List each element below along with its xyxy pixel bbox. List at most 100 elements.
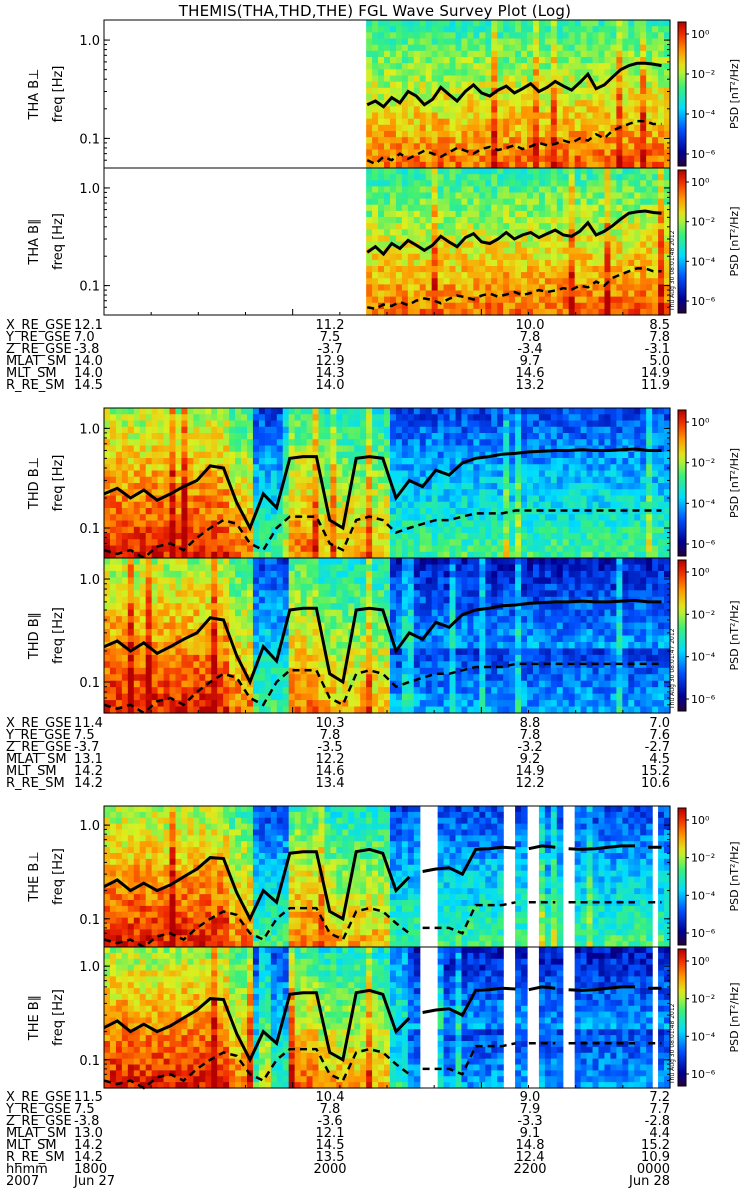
ephemeris-row: Z_RE_GSE -3.7 -3.5 -3.2 -2.7 [0,740,750,755]
ephemeris-value: 13.1 [74,752,103,767]
colorbar [677,559,687,712]
ephemeris-label: R_RE_SM [6,378,65,393]
ephemeris-value: -3.1 [644,342,670,357]
ephemeris-value: 13.4 [315,776,345,791]
solid-line-1 [366,209,662,257]
ephemeris-value: 7.8 [649,330,670,345]
ephemeris-label: Z_RE_GSE [6,1114,72,1129]
ephemeris-row: X_RE_GSE 12.1 11.2 10.0 8.5 [0,318,750,333]
y-tick-label: 0.1 [79,522,100,537]
ephemeris-value: 0000 [636,1162,670,1177]
ephemeris-value: 11.2 [315,318,345,333]
y-axis-probe-label: THE B∥ [27,995,42,1041]
colorbar-tick-label: 10⁻⁶ [691,295,716,308]
ephemeris-value: 14.9 [515,764,545,779]
colorbar-tick-label: 10⁻⁴ [691,651,716,664]
solid-line-5 [103,985,662,1064]
ephemeris-label: MLT_SM [6,764,57,779]
colorbar [677,948,687,1087]
y-axis-freq-label: freq [Hz] [51,213,66,270]
ephemeris-value: 5.0 [649,354,670,369]
ephemeris-row: MLAT_SM 13.0 12.1 9.1 4.4 [0,1126,750,1141]
colorbar-tick-label: 10⁰ [691,28,710,41]
ephemeris-value: 2000 [313,1162,347,1177]
ephemeris-row: R_RE_SM 14.5 14.0 13.2 11.9 [0,378,750,393]
ephemeris-label: MLT_SM [6,366,57,381]
ephemeris-label: Y_RE_GSE [6,330,71,345]
colorbar-tick-label: 10⁰ [691,566,710,579]
y-tick-label: 1.0 [79,819,100,834]
y-axis-freq-label: freq [Hz] [51,848,66,905]
ephemeris-row: MLT_SM 14.2 14.5 14.8 15.2 [0,1138,750,1153]
ephemeris-label: MLAT_SM [6,752,67,767]
ephemeris-label: X_RE_GSE [6,1090,72,1105]
y-axis-probe-label: THD B∥ [27,612,42,660]
ephemeris-value: -3.7 [317,342,343,357]
ephemeris-value: -2.8 [644,1114,670,1129]
chart-title: THEMIS(THA,THD,THE) FGL Wave Survey Plot… [178,2,572,20]
colorbar-tick-label: 10⁻⁶ [691,927,716,940]
colorbar-label: PSD [nT²/Hz] [728,206,741,276]
colorbar-tick-label: 10⁻² [691,457,715,470]
ephemeris-value: 7.6 [649,728,670,743]
y-axis-freq-label: freq [Hz] [51,989,66,1046]
ephemeris-value: 15.2 [641,1138,670,1153]
colorbar-tick-label: 10⁻² [691,608,715,621]
colorbar-tick-label: 10⁻² [691,993,715,1006]
ephemeris-value: 9.1 [519,1126,541,1141]
timestamp-stamp: Thu Aug 30 08:01:48 2012 [669,1003,676,1085]
y-axis-freq-label: freq [Hz] [51,66,66,123]
timestamp-stamp: Thu Aug 30 08:01:48 2012 [669,230,676,312]
ephemeris-value: 14.5 [74,378,103,393]
colorbar-label: PSD [nT²/Hz] [728,982,741,1052]
timestamp-stamp: Thu Aug 30 08:01:47 2012 [669,628,676,710]
ephemeris-value: -3.4 [517,342,543,357]
ephemeris-value: -2.7 [644,740,670,755]
ephemeris-label: Z_RE_GSE [6,342,72,357]
dashed-line-4 [103,901,662,949]
colorbar-label: PSD [nT²/Hz] [728,600,741,670]
ephemeris-value: 12.2 [315,752,345,767]
ephemeris-value: 2200 [513,1162,547,1177]
ephemeris-label: MLAT_SM [6,1126,67,1141]
ephemeris-row: Y_RE_GSE 7.5 7.8 7.9 7.7 [0,1102,750,1117]
ephemeris-value: 13.2 [515,378,545,393]
colorbar [677,21,687,167]
spectrogram-panel-thd-bpar: 1.0 0.1 THD B∥ freq [Hz] 10⁰ 10⁻² 10⁻⁴ 10⁻⁶ PSD … [27,557,741,715]
ephemeris-value: 14.2 [74,776,103,791]
ephemeris-row: Y_RE_GSE 7.5 7.8 7.8 7.6 [0,728,750,743]
ephemeris-value: 7.8 [319,728,341,743]
ephemeris-value: 11.4 [74,716,103,731]
ephemeris-label: MLT_SM [6,1138,57,1153]
y-tick-label: 1.0 [79,182,100,197]
y-axis-probe-label: THD B⊥ [27,457,42,510]
ephemeris-value: 14.6 [315,764,345,779]
dashed-line-5 [103,1042,662,1090]
ephemeris-value: 11.5 [74,1090,103,1105]
ephemeris-label: Y_RE_GSE [6,1102,71,1117]
ephemeris-row: R_RE_SM 14.2 13.4 12.2 10.6 [0,776,750,791]
colorbar [677,409,687,557]
ephemeris-value: 9.0 [519,1090,541,1105]
ephemeris-value: 14.2 [74,764,103,779]
ephemeris-value: 12.1 [74,318,103,333]
ephemeris-label: MLAT_SM [6,354,67,369]
y-tick-label: 1.0 [79,573,100,588]
ephemeris-table-tha: X_RE_GSE 12.1 11.2 10.0 8.5 Y_RE_GSE 7.0 7.5 7.8… [0,318,750,393]
ephemeris-label: R_RE_SM [6,776,65,791]
ephemeris-value: 15.2 [641,764,670,779]
y-axis-probe-label: THA B⊥ [27,69,42,121]
ephemeris-value: 9.2 [519,752,541,767]
y-axis-probe-label: THE B⊥ [27,851,42,902]
colorbar-tick-label: 10⁻⁴ [691,255,716,268]
ephemeris-label: R_RE_SM [6,1150,65,1165]
spectrogram-panel-the-bpar: 1.0 0.1 THE B∥ freq [Hz] 10⁰ 10⁻² 10⁻⁴ 10⁻⁶ PSD … [27,946,741,1090]
colorbar-label: PSD [nT²/Hz] [728,841,741,911]
ephemeris-value: 10.4 [315,1090,345,1105]
ephemeris-value: -3.2 [517,740,543,755]
y-tick-label: 1.0 [79,34,100,49]
colorbar [677,807,687,946]
ephemeris-table-the: X_RE_GSE 11.5 10.4 9.0 7.2 Y_RE_GSE 7.5 7.8 7.9 7… [0,1090,750,1188]
colorbar-tick-label: 10⁰ [691,955,710,968]
ephemeris-value: -3.7 [74,740,100,755]
